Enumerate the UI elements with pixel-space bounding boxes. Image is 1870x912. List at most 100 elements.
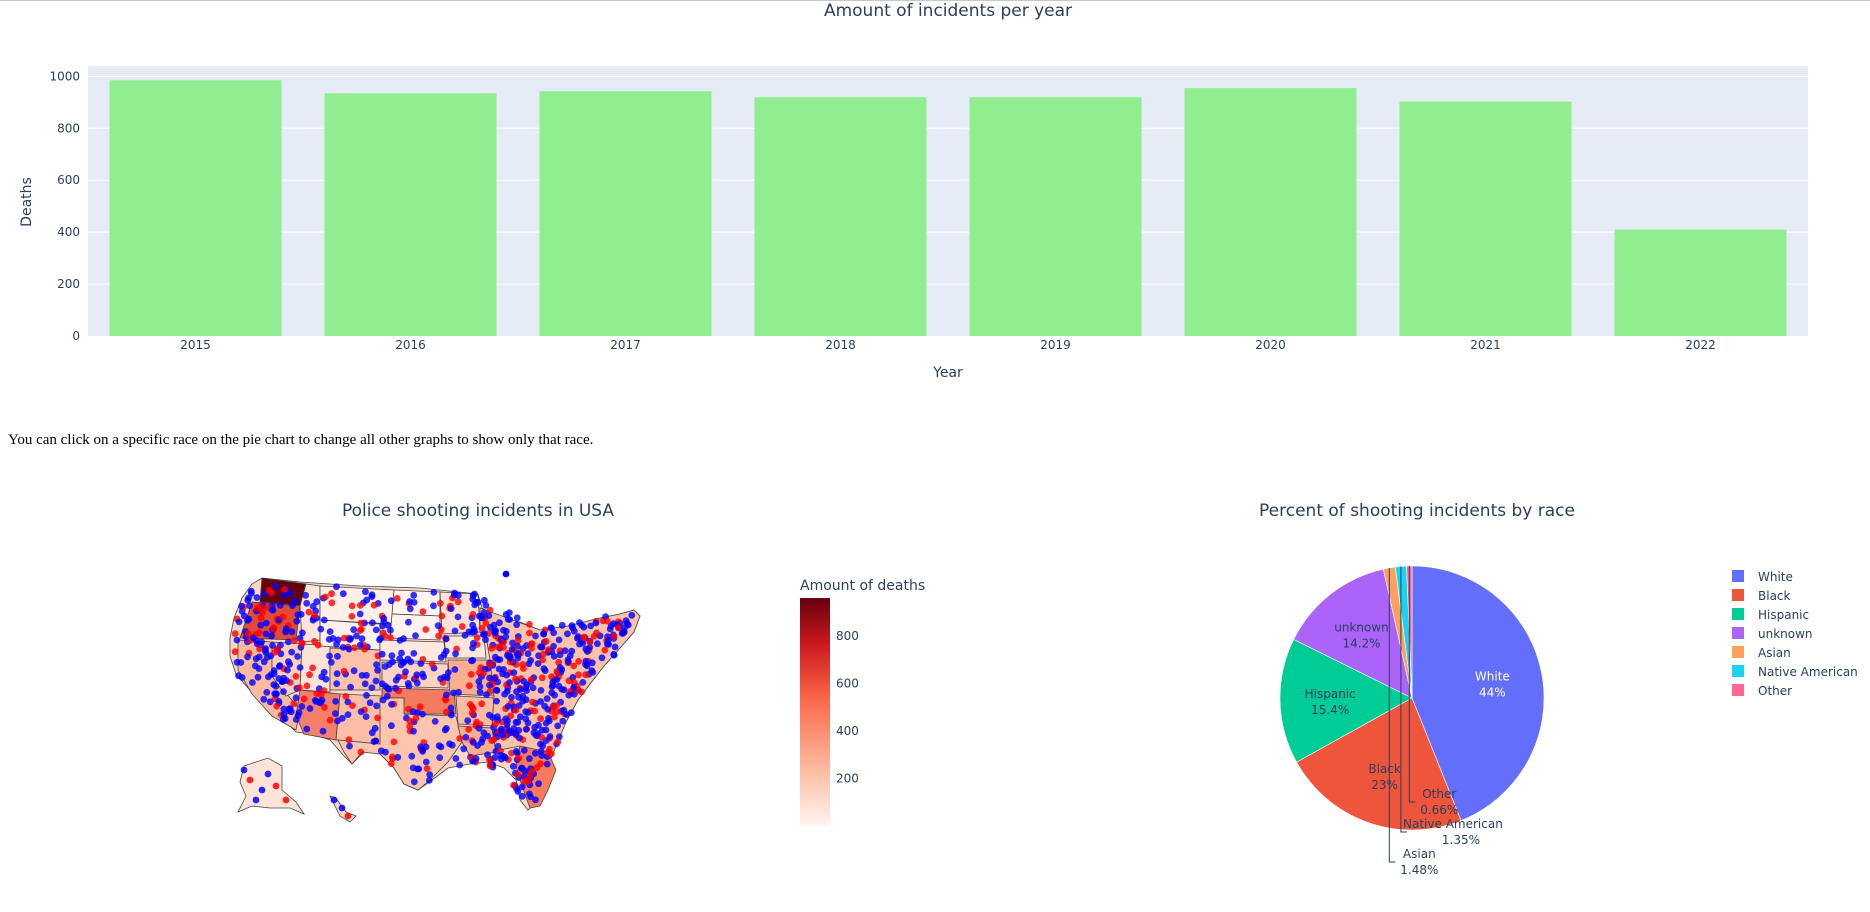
incident-dot: [263, 688, 271, 696]
legend-swatch[interactable]: [1732, 646, 1744, 658]
bar-2018[interactable]: [754, 97, 927, 337]
bar-x-tick-label: 2015: [180, 338, 211, 352]
incident-dot: [309, 664, 316, 672]
incident-dot: [356, 641, 364, 649]
bar-2019[interactable]: [969, 97, 1142, 337]
incident-dot: [376, 636, 383, 644]
incident-dot: [586, 638, 594, 646]
incident-dot: [334, 636, 342, 644]
incident-dot: [464, 717, 472, 724]
incident-dot: [244, 653, 251, 661]
incident-dot: [437, 675, 444, 682]
incident-dot: [537, 698, 544, 705]
incident-dot: [499, 731, 506, 739]
incident-dot: [410, 650, 418, 657]
incident-dot: [556, 664, 564, 671]
incident-dot: [383, 692, 391, 700]
bar-2022[interactable]: [1614, 229, 1787, 336]
incident-dot: [478, 624, 486, 632]
legend-item-label[interactable]: White: [1758, 570, 1793, 584]
incident-dot: [362, 713, 370, 720]
pie-leader-line: [1408, 566, 1416, 803]
incident-dot: [302, 591, 309, 599]
legend-swatch[interactable]: [1732, 570, 1744, 582]
bar-2016[interactable]: [324, 93, 497, 336]
legend-swatch[interactable]: [1732, 589, 1744, 601]
incident-dot: [412, 714, 420, 722]
usa-map-chart[interactable]: Police shooting incidents in USA: [0, 490, 1000, 912]
incident-dot: [339, 644, 347, 651]
legend-swatch[interactable]: [1732, 665, 1744, 677]
bar-y-axis: 0 200 400 600 800 1000: [49, 69, 80, 343]
bar-2017[interactable]: [539, 91, 712, 336]
incident-dot: [469, 656, 477, 664]
legend-swatch[interactable]: [1732, 608, 1744, 620]
incident-dot: [508, 694, 515, 701]
legend-item-label[interactable]: Other: [1758, 684, 1792, 698]
pie-slice-black[interactable]: [1296, 697, 1462, 831]
race-pie-chart[interactable]: Percent of shooting incidents by race Wh…: [1240, 490, 1870, 912]
incident-dot: [262, 619, 270, 627]
incident-dot: [434, 622, 442, 630]
incident-dot: [369, 619, 376, 627]
incident-dot: [518, 792, 526, 800]
pie-slice-white[interactable]: [1411, 565, 1545, 821]
incident-dot: [265, 586, 273, 594]
incident-dot: [503, 687, 511, 695]
incident-dot: [495, 665, 503, 673]
bar-2020[interactable]: [1184, 88, 1357, 336]
incident-dot: [240, 766, 248, 774]
incident-dot: [482, 619, 490, 627]
legend-item-label[interactable]: Black: [1758, 589, 1791, 603]
pie-legend: White Black Hispanic unknown Asian Native Ame…: [1732, 570, 1858, 698]
incident-dot: [288, 648, 296, 656]
bar-2015[interactable]: [109, 80, 282, 337]
incident-dot: [363, 596, 371, 604]
incident-dot: [233, 636, 241, 644]
incident-dot: [491, 653, 499, 661]
incident-dot: [333, 583, 340, 591]
legend-item-label[interactable]: Hispanic: [1758, 608, 1809, 622]
pie-leader-line: [1400, 566, 1407, 833]
incident-dot: [340, 634, 348, 642]
incident-dot: [543, 760, 551, 768]
incident-dot: [471, 601, 479, 609]
legend-swatch[interactable]: [1732, 684, 1744, 696]
incident-dot: [510, 669, 518, 676]
incident-dot: [575, 671, 582, 679]
incident-dot: [428, 660, 436, 668]
legend-swatch[interactable]: [1732, 627, 1744, 639]
incident-dot: [357, 708, 365, 715]
incident-dot: [546, 745, 553, 753]
bar-2021[interactable]: [1399, 101, 1572, 336]
incident-dot: [451, 627, 459, 635]
pie-slice-hispanic[interactable]: [1279, 638, 1413, 763]
pie-slice-unknown[interactable]: [1293, 568, 1413, 699]
incident-dot: [535, 780, 542, 788]
incident-dot: [514, 637, 522, 644]
legend-item-label[interactable]: Native American: [1758, 665, 1858, 679]
incident-dot: [580, 634, 588, 642]
incident-dot: [555, 658, 563, 666]
incident-dot: [601, 646, 609, 654]
incident-dot: [345, 736, 353, 744]
incident-dot: [545, 646, 552, 654]
legend-item-label[interactable]: Asian: [1758, 646, 1791, 660]
incident-dot: [514, 771, 522, 779]
instruction-text: You can click on a specific race on the …: [8, 432, 594, 448]
incident-dot: [624, 621, 632, 629]
incident-dot: [238, 674, 246, 681]
colorbar-tick-label: 800: [836, 629, 859, 643]
incident-dot: [486, 606, 494, 614]
incident-dot: [379, 622, 387, 630]
incident-dot: [316, 699, 323, 706]
incident-dot: [512, 675, 519, 683]
incident-dot: [281, 586, 288, 594]
incident-dot: [412, 632, 419, 639]
bar-chart[interactable]: Amount of incidents per year 0 200 400 600 8…: [0, 0, 1870, 400]
incident-dot: [280, 688, 287, 695]
incident-dot: [524, 709, 532, 716]
incident-dot: [358, 635, 366, 643]
legend-item-label[interactable]: unknown: [1758, 627, 1813, 641]
incident-dot: [366, 699, 374, 707]
